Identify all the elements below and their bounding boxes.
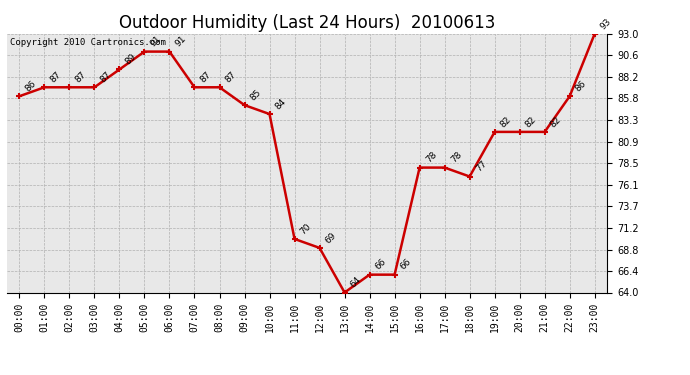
Text: 91: 91 bbox=[174, 34, 188, 49]
Text: 87: 87 bbox=[74, 70, 88, 84]
Text: 78: 78 bbox=[448, 150, 463, 165]
Text: 82: 82 bbox=[524, 115, 538, 129]
Text: 87: 87 bbox=[224, 70, 238, 84]
Text: 82: 82 bbox=[499, 115, 513, 129]
Title: Outdoor Humidity (Last 24 Hours)  20100613: Outdoor Humidity (Last 24 Hours) 2010061… bbox=[119, 14, 495, 32]
Text: 87: 87 bbox=[199, 70, 213, 84]
Text: 86: 86 bbox=[23, 79, 38, 93]
Text: 84: 84 bbox=[274, 97, 288, 111]
Text: 78: 78 bbox=[424, 150, 438, 165]
Text: 89: 89 bbox=[124, 52, 138, 67]
Text: 69: 69 bbox=[324, 231, 338, 245]
Text: Copyright 2010 Cartronics.com: Copyright 2010 Cartronics.com bbox=[10, 38, 166, 46]
Text: 66: 66 bbox=[399, 257, 413, 272]
Text: 66: 66 bbox=[374, 257, 388, 272]
Text: 91: 91 bbox=[148, 34, 163, 49]
Text: 77: 77 bbox=[474, 159, 489, 174]
Text: 85: 85 bbox=[248, 88, 263, 102]
Text: 86: 86 bbox=[574, 79, 589, 93]
Text: 87: 87 bbox=[99, 70, 113, 84]
Text: 64: 64 bbox=[348, 275, 363, 290]
Text: 70: 70 bbox=[299, 222, 313, 236]
Text: 82: 82 bbox=[549, 115, 563, 129]
Text: 87: 87 bbox=[48, 70, 63, 84]
Text: 93: 93 bbox=[599, 16, 613, 31]
